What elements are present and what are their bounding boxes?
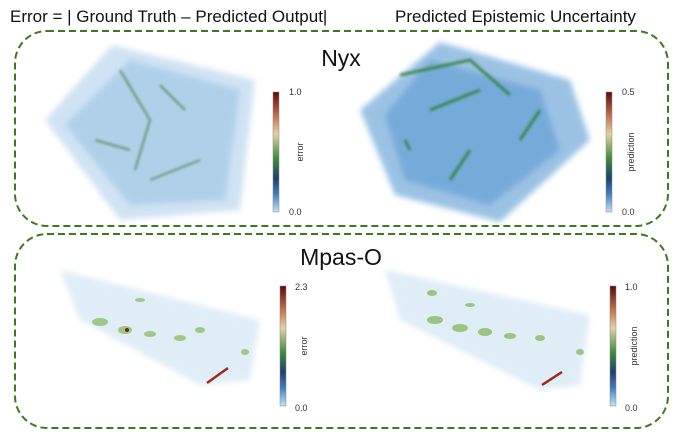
volume-render (360, 42, 590, 222)
header-right: Predicted Epistemic Uncertainty (395, 7, 636, 26)
colorbar (280, 286, 286, 406)
colorbar-label: prediction (629, 326, 639, 365)
colorbar-max: 0.5 (622, 87, 635, 97)
colorbar-min: 0.0 (295, 403, 308, 413)
colorbar (606, 92, 612, 212)
colorbar-max: 1.0 (625, 282, 638, 292)
figure: Error = | Ground Truth – Predicted Outpu… (0, 0, 683, 432)
colorbar-label: error (299, 336, 309, 355)
colorbar (610, 286, 616, 406)
colorbar-label: error (295, 142, 305, 161)
colorbar-min: 0.0 (625, 403, 638, 413)
volume-render (385, 270, 590, 390)
volume-render (60, 270, 260, 385)
panel-title: Mpas-O (300, 244, 382, 270)
panel-title: Nyx (321, 45, 361, 71)
colorbar-min: 0.0 (289, 207, 302, 217)
colorbar-min: 0.0 (622, 207, 635, 217)
colorbar-max: 1.0 (289, 87, 302, 97)
colorbar-label: prediction (626, 132, 636, 171)
colorbar-max: 2.3 (295, 282, 308, 292)
colorbar (273, 92, 279, 212)
header-left: Error = | Ground Truth – Predicted Outpu… (10, 7, 327, 26)
volume-render (45, 45, 255, 220)
